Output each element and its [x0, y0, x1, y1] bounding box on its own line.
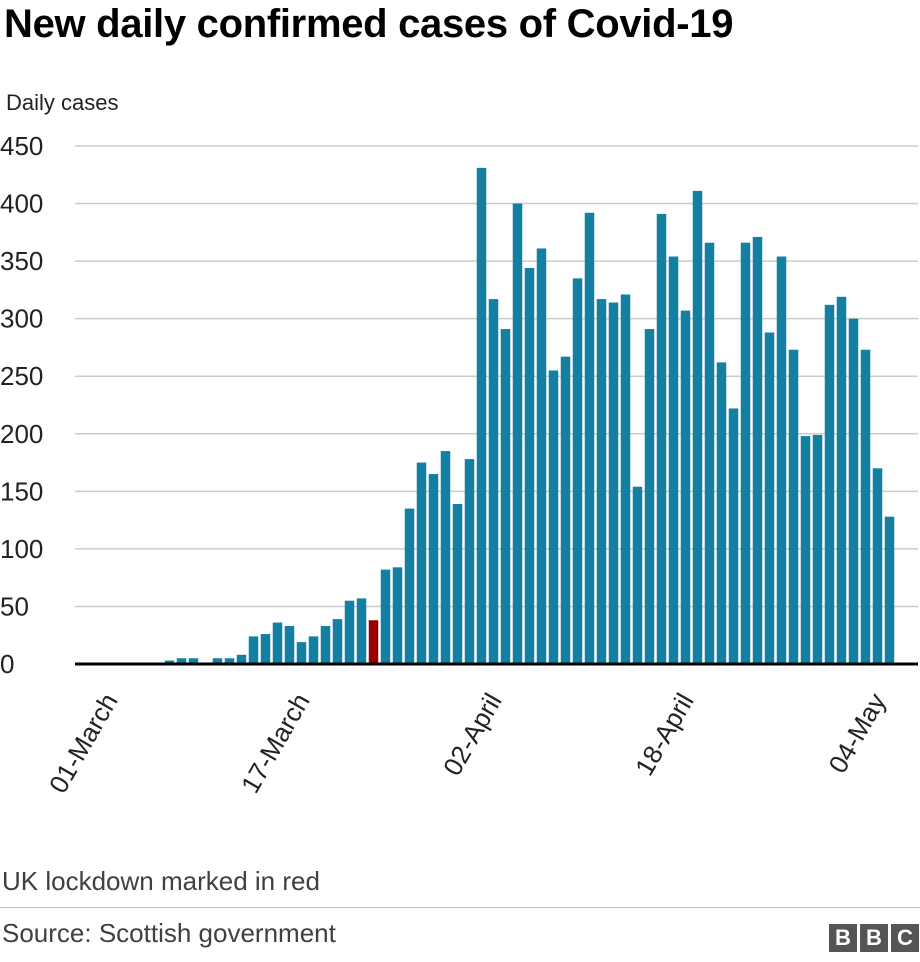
y-tick-label: 200 — [0, 419, 43, 449]
footer-divider — [0, 907, 920, 908]
bar — [344, 600, 355, 664]
bar — [572, 278, 583, 664]
x-tick: 04-May — [822, 688, 891, 778]
bar — [632, 486, 643, 664]
bar — [488, 299, 499, 664]
bar — [296, 642, 307, 664]
bar — [812, 434, 823, 664]
bar — [824, 304, 835, 664]
bar — [176, 658, 187, 664]
bar — [284, 626, 295, 664]
bar — [860, 349, 871, 664]
bar — [404, 508, 415, 664]
bar — [164, 660, 175, 664]
bar — [476, 167, 487, 664]
bar — [788, 349, 799, 664]
y-tick-label: 300 — [0, 304, 43, 334]
bar — [656, 213, 667, 665]
chart-title: New daily confirmed cases of Covid-19 — [4, 2, 734, 46]
bar — [620, 294, 631, 664]
y-tick-label: 150 — [0, 476, 43, 506]
y-tick-label: 50 — [0, 591, 29, 621]
x-tick: 18-April — [629, 688, 700, 781]
bar — [764, 332, 775, 664]
bar — [440, 451, 451, 664]
bar — [884, 516, 895, 664]
bar — [320, 626, 331, 664]
bar — [740, 242, 751, 664]
bar — [248, 636, 259, 664]
bbc-logo-letter: B — [829, 924, 857, 952]
y-tick-label: 450 — [0, 131, 43, 161]
bar — [224, 658, 235, 664]
y-tick-label: 0 — [0, 649, 14, 679]
x-tick-label: 01-March — [43, 688, 124, 798]
bar — [836, 296, 847, 664]
bar — [356, 598, 367, 664]
bar — [608, 302, 619, 664]
bar — [692, 190, 703, 664]
bar — [524, 268, 535, 664]
bar — [752, 236, 763, 664]
bar — [212, 658, 223, 664]
bar — [668, 256, 679, 664]
y-tick-label: 100 — [0, 534, 43, 564]
bar — [536, 248, 547, 664]
bar — [380, 569, 391, 664]
bar — [560, 356, 571, 664]
bar — [644, 329, 655, 664]
bar — [848, 318, 859, 664]
y-tick-label: 350 — [0, 246, 43, 276]
x-tick: 02-April — [437, 688, 508, 781]
bar — [800, 436, 811, 664]
bar — [872, 468, 883, 664]
lockdown-note: UK lockdown marked in red — [2, 866, 320, 896]
bar — [716, 362, 727, 664]
y-axis-label: Daily cases — [6, 90, 118, 115]
x-tick-label: 17-March — [235, 688, 316, 798]
bar — [260, 634, 271, 664]
bar — [452, 504, 463, 664]
x-tick: 17-March — [235, 688, 316, 798]
y-tick-label: 400 — [0, 189, 43, 219]
bar — [584, 212, 595, 664]
x-tick-label: 02-April — [437, 688, 508, 781]
bbc-logo-letter: B — [860, 924, 888, 952]
bar — [680, 310, 691, 664]
bar-chart: Daily cases 050100150200250300350400450 … — [0, 90, 918, 798]
bar — [500, 329, 511, 664]
bar — [236, 654, 247, 664]
bar — [548, 370, 559, 664]
x-tick-label: 18-April — [629, 688, 700, 781]
bar — [704, 242, 715, 664]
bar — [428, 474, 439, 664]
y-tick-label: 250 — [0, 361, 43, 391]
bar — [392, 567, 403, 664]
bar — [332, 619, 343, 664]
bar — [416, 462, 427, 664]
bar — [512, 203, 523, 664]
x-tick: 01-March — [43, 688, 124, 798]
bar — [308, 636, 319, 664]
x-tick-label: 04-May — [822, 688, 891, 778]
bar — [188, 658, 199, 664]
bar — [596, 299, 607, 664]
bar — [776, 256, 787, 664]
bar — [272, 622, 283, 664]
bar — [464, 459, 475, 664]
bar-lockdown — [368, 620, 379, 664]
bbc-logo: B B C — [829, 924, 919, 952]
bbc-logo-letter: C — [891, 924, 919, 952]
source-text: Source: Scottish government — [2, 918, 336, 948]
bar — [728, 408, 739, 664]
